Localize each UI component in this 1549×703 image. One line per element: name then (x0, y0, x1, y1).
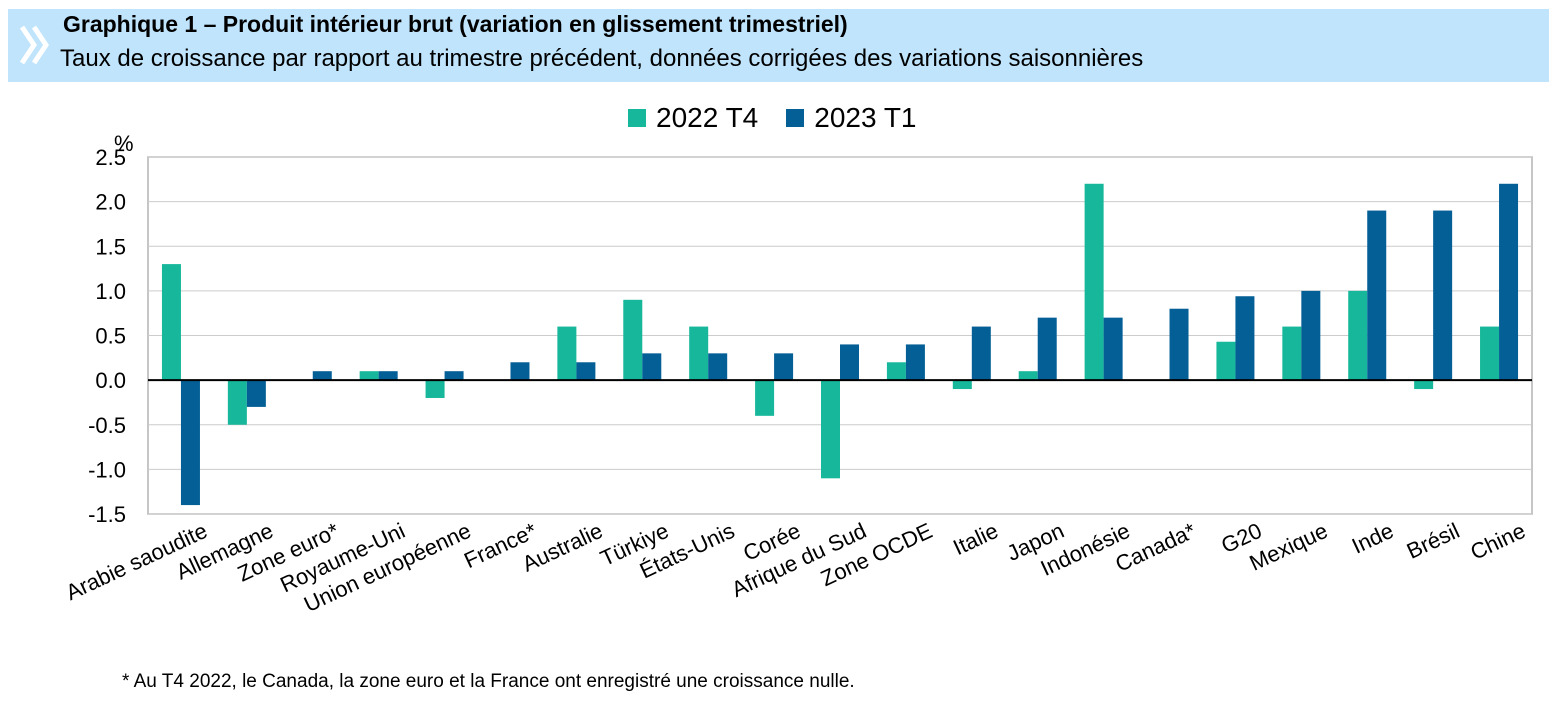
bar-2022-t4 (359, 371, 379, 381)
bar-2022-t4 (557, 326, 577, 381)
x-tick-label: Inde (1348, 518, 1397, 559)
legend-swatch-2023-t1 (786, 109, 805, 127)
bar-2023-t1 (180, 380, 200, 506)
legend-label-2022-t4: 2022 T4 (656, 102, 759, 133)
y-tick-label: 2.5 (95, 145, 126, 170)
bar-2023-t1 (1103, 317, 1123, 381)
bar-2022-t4 (227, 380, 247, 425)
x-tick-label: Chine (1466, 518, 1529, 565)
y-tick-label: 1.0 (95, 279, 126, 304)
chart-legend: 2022 T4 2023 T1 (628, 101, 945, 135)
bar-2023-t1 (774, 353, 794, 381)
bar-2022-t4 (1084, 183, 1104, 381)
bar-2023-t1 (1499, 183, 1519, 381)
bar-2023-t1 (444, 371, 464, 381)
chart-subtitle: Taux de croissance par rapport au trimes… (60, 45, 1144, 72)
bar-2022-t4 (623, 299, 643, 381)
double-chevron-right-icon (19, 25, 50, 65)
bar-2022-t4 (161, 264, 181, 381)
bar-2023-t1 (642, 353, 662, 381)
bar-2022-t4 (1018, 371, 1038, 381)
bar-2023-t1 (1235, 296, 1255, 381)
bar-2022-t4 (755, 380, 775, 416)
y-tick-label: -1.0 (88, 457, 126, 482)
x-tick-label: Italie (949, 518, 1002, 560)
bar-2023-t1 (840, 344, 859, 381)
bar-2023-t1 (1037, 317, 1057, 381)
bar-2023-t1 (246, 380, 266, 407)
bar-2022-t4 (1216, 341, 1236, 381)
y-tick-label: 0.0 (95, 368, 126, 393)
chart-title: Graphique 1 – Produit intérieur brut (va… (63, 11, 848, 37)
bar-2022-t4 (952, 380, 972, 390)
bar-2023-t1 (971, 326, 991, 381)
bar-2023-t1 (1433, 210, 1453, 381)
y-tick-label: 2.0 (95, 190, 126, 215)
bar-2022-t4 (1348, 290, 1368, 381)
bar-2023-t1 (1169, 308, 1189, 381)
bar-2023-t1 (708, 353, 728, 381)
y-tick-label: -1.5 (88, 502, 126, 527)
bar-2023-t1 (905, 344, 925, 381)
x-tick-label: Brésil (1403, 518, 1463, 564)
bar-2023-t1 (1367, 210, 1387, 381)
bar-2022-t4 (886, 362, 906, 381)
bar-2022-t4 (689, 326, 709, 381)
bar-2023-t1 (1301, 290, 1321, 381)
bar-2023-t1 (378, 371, 398, 381)
y-tick-label: 0.5 (95, 324, 126, 349)
legend-item-2023-t1: 2023 T1 (786, 102, 917, 134)
bar-2023-t1 (312, 371, 332, 381)
bar-2023-t1 (510, 362, 530, 381)
legend-label-2023-t1: 2023 T1 (814, 102, 917, 133)
legend-item-2022-t4: 2022 T4 (628, 102, 758, 134)
y-tick-label: -0.5 (88, 413, 126, 438)
y-tick-label: 1.5 (95, 234, 126, 259)
bar-2023-t1 (576, 362, 596, 381)
bar-2022-t4 (1480, 326, 1500, 381)
bar-2022-t4 (425, 380, 445, 398)
bar-2022-t4 (1414, 380, 1434, 390)
footnote: * Au T4 2022, le Canada, la zone euro et… (122, 671, 855, 692)
y-axis-label: % (114, 131, 134, 156)
bar-2022-t4 (821, 380, 840, 479)
bar-2022-t4 (1282, 326, 1302, 381)
legend-swatch-2022-t4 (628, 109, 646, 127)
chart-header: Graphique 1 – Produit intérieur brut (va… (8, 9, 1549, 82)
